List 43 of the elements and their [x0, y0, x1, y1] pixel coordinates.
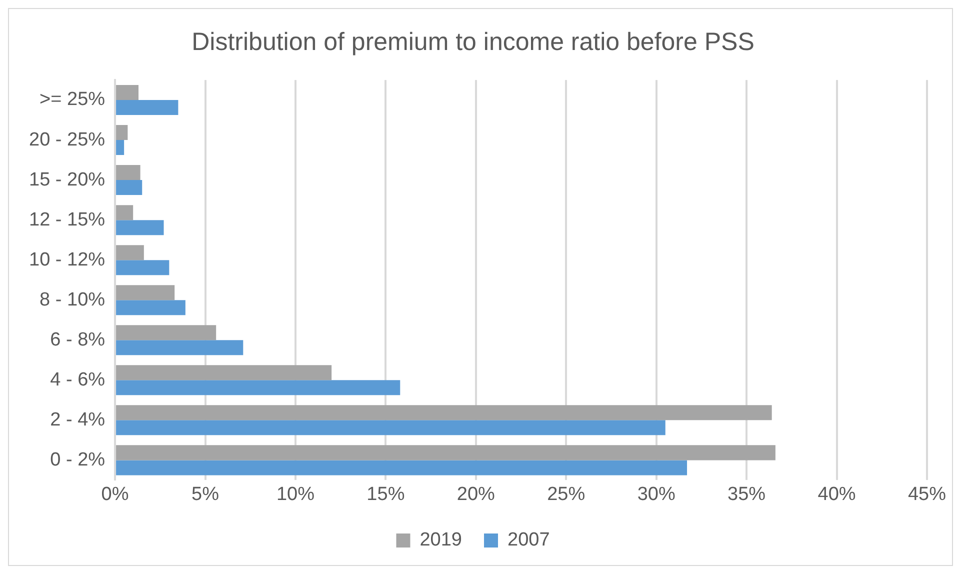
legend-label: 2007: [508, 530, 550, 551]
bar: [116, 205, 134, 220]
y-tick-label: 15 - 20%: [29, 169, 106, 190]
bar: [116, 180, 142, 196]
y-tick-label: >= 25%: [40, 89, 106, 110]
bar: [116, 365, 332, 380]
bar: [116, 380, 400, 396]
y-tick-label: 0 - 2%: [50, 449, 106, 470]
x-tick-label: 5%: [192, 484, 220, 505]
x-tick-label: 40%: [818, 484, 856, 505]
bar: [116, 165, 140, 180]
y-tick-label: 10 - 12%: [29, 249, 106, 270]
x-tick-label: 35%: [728, 484, 766, 505]
bar: [116, 125, 128, 140]
bar: [116, 285, 175, 300]
bar: [116, 85, 139, 100]
bar: [116, 460, 688, 476]
bar: [116, 140, 124, 156]
x-tick-label: 15%: [366, 484, 405, 505]
y-tick-label: 12 - 15%: [29, 209, 106, 230]
chart-title: Distribution of premium to income ratio before PSS: [192, 28, 754, 56]
x-tick-label: 30%: [637, 484, 676, 505]
bar: [116, 325, 216, 340]
y-tick-label: 4 - 6%: [50, 369, 106, 390]
bar: [116, 340, 244, 356]
bar: [116, 260, 170, 276]
bar: [116, 220, 164, 236]
bar: [116, 445, 776, 460]
y-tick-label: 2 - 4%: [50, 409, 106, 430]
x-tick-label: 10%: [276, 484, 315, 505]
bar: [116, 300, 186, 316]
x-tick-label: 0%: [101, 484, 129, 505]
bar: [116, 245, 144, 260]
legend-label: 2019: [420, 530, 462, 551]
y-tick-label: 8 - 10%: [40, 289, 106, 310]
bar: [116, 100, 178, 116]
x-tick-label: 20%: [456, 484, 496, 505]
bar: [116, 420, 666, 436]
x-tick-label: 25%: [547, 484, 586, 505]
x-tick-label: 45%: [908, 484, 946, 505]
bar: [116, 405, 772, 420]
y-tick-label: 20 - 25%: [29, 129, 106, 150]
y-tick-label: 6 - 8%: [50, 329, 106, 350]
